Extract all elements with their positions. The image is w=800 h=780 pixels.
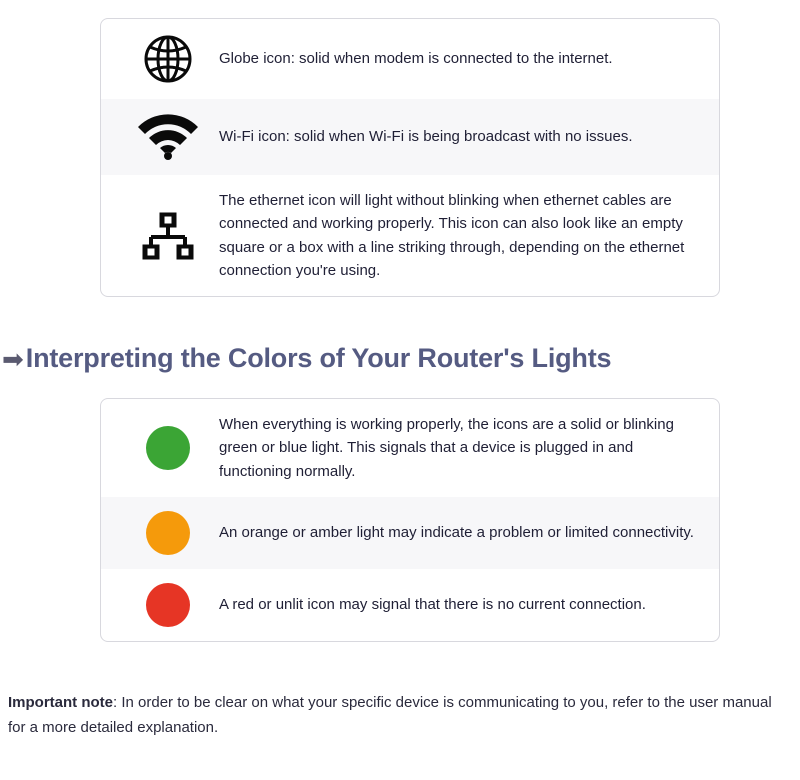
table-row: Globe icon: solid when modem is connecte… [101,19,719,99]
icon-description: Globe icon: solid when modem is connecte… [213,47,697,70]
color-description: An orange or amber light may indicate a … [213,521,697,544]
color-legend-table: When everything is working properly, the… [100,398,720,642]
color-description: When everything is working properly, the… [213,413,697,483]
icon-description: Wi-Fi icon: solid when Wi-Fi is being br… [213,125,697,148]
icon-legend-table: Globe icon: solid when modem is connecte… [100,18,720,297]
color-description: A red or unlit icon may signal that ther… [213,593,697,616]
color-dot [146,511,190,555]
table-row: Wi-Fi icon: solid when Wi-Fi is being br… [101,99,719,175]
section-heading-wrap: ➡ Interpreting the Colors of Your Router… [2,343,800,374]
status-dot-red [123,583,213,627]
color-dot [146,426,190,470]
table-row: The ethernet icon will light without bli… [101,175,719,296]
table-row: When everything is working properly, the… [101,399,719,497]
section-heading: Interpreting the Colors of Your Router's… [26,343,612,374]
wifi-icon [123,113,213,161]
color-dot [146,583,190,627]
note-label: Important note [8,694,113,711]
table-row: An orange or amber light may indicate a … [101,497,719,569]
important-note: Important note: In order to be clear on … [8,690,792,741]
globe-icon [123,33,213,85]
note-text: : In order to be clear on what your spec… [8,694,772,737]
status-dot-green [123,426,213,470]
status-dot-orange [123,511,213,555]
ethernet-icon [123,211,213,261]
arrow-right-icon: ➡ [2,346,24,372]
icon-description: The ethernet icon will light without bli… [213,189,697,282]
table-row: A red or unlit icon may signal that ther… [101,569,719,641]
